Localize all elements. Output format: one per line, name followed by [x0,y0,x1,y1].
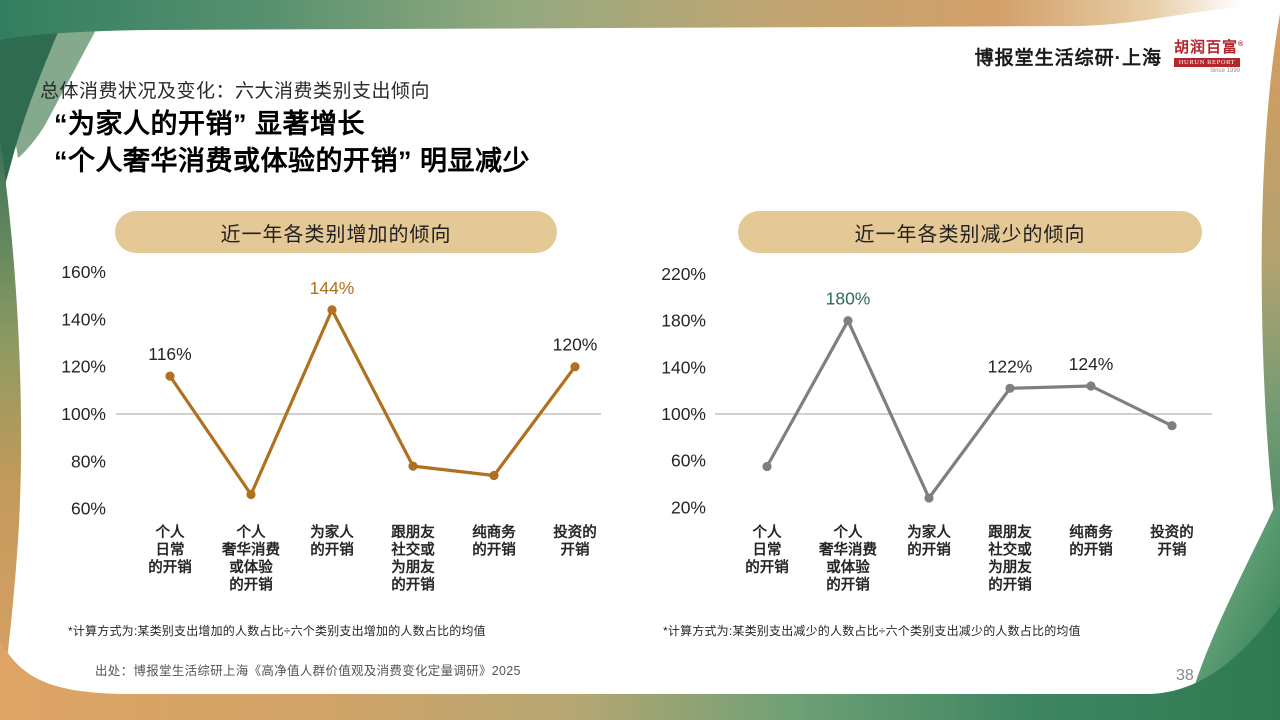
x-axis-category-label: 个人奢华消费或体验的开销 [221,524,280,594]
chart-decrease-title-pill: 近一年各类别减少的倾向 [738,211,1202,253]
data-point [1167,421,1177,431]
y-axis-tick-label: 60% [71,499,106,519]
footnote-right: *计算方式为:某类别支出减少的人数占比÷六个类别支出减少的人数占比的均值 [663,624,1081,638]
hurun-logo-name: 胡润百富 [1174,39,1239,56]
data-point [924,493,934,503]
data-point [165,371,175,381]
hurun-logo: 胡润百富® HURUN REPORT Since 1999 [1174,39,1244,74]
y-axis-tick-label: 180% [661,311,706,331]
x-axis-category-label: 投资的开销 [1150,523,1194,559]
data-point [408,461,418,471]
chart-increase: 160% 140% 120% 100% 80% 60% 116% 144% 120% 个人日常的开… [61,262,601,594]
hurun-logo-bar: HURUN REPORT [1174,57,1240,67]
y-axis-tick-label: 220% [661,264,706,284]
x-axis-category-label: 个人日常的开销 [148,524,192,576]
y-axis-tick-label: 120% [61,357,106,377]
data-point-label: 120% [553,335,598,355]
y-axis-tick-label: 60% [671,451,706,471]
chart-decrease: 220% 180% 140% 100% 60% 20% 180% 122% 124% 个人日常的开… [661,264,1212,594]
y-axis-tick-label: 80% [71,451,106,471]
hurun-logo-title: 胡润百富® [1174,39,1244,57]
data-point [570,362,580,372]
page-title-line2: “个人奢华消费或体验的开销” 明显减少 [54,146,531,176]
data-point-label: 144% [310,278,355,298]
page-number: 38 [1176,667,1194,684]
data-point [762,461,772,472]
x-axis-category-label: 为家人的开销 [907,523,951,559]
footnote-left: *计算方式为:某类别支出增加的人数占比÷六个类别支出增加的人数占比的均值 [68,624,486,638]
x-axis-category-label: 为家人的开销 [310,523,354,559]
series-line [168,308,577,497]
data-point [843,316,853,326]
data-point-label: 124% [1069,354,1114,374]
x-axis-category-label: 个人日常的开销 [745,524,789,576]
x-axis-category-label: 跟朋友社交或为朋友的开销 [987,523,1032,594]
brand-text: 博报堂生活综研·上海 [974,48,1162,70]
y-axis-tick-label: 100% [61,404,106,424]
series-line [765,319,1174,500]
data-point [246,489,256,500]
x-axis-category-label: 纯商务的开销 [472,523,516,559]
data-point [489,470,499,481]
data-point [1086,381,1096,391]
y-axis-tick-label: 140% [61,309,106,329]
y-axis-tick-label: 20% [671,497,706,517]
data-point-label: 116% [148,344,191,364]
registered-mark-icon: ® [1238,41,1244,48]
x-axis-category-label: 个人奢华消费或体验的开销 [818,524,877,594]
x-axis-category-label: 纯商务的开销 [1069,523,1113,559]
y-axis-tick-label: 140% [661,357,706,377]
kicker-text: 总体消费状况及变化：六大消费类别支出倾向 [40,81,431,102]
hurun-logo-since: Since 1999 [1209,67,1240,74]
x-axis-category-label: 投资的开销 [553,523,597,559]
data-point [327,305,337,315]
x-axis-category-label: 跟朋友社交或为朋友的开销 [390,523,435,594]
page-title-line1: “为家人的开销” 显著增长 [54,109,366,139]
data-point-label: 122% [988,356,1033,376]
y-axis-tick-label: 160% [61,262,106,282]
y-axis-tick-label: 100% [661,404,706,424]
data-point [1005,383,1015,393]
source-text: 出处：博报堂生活综研上海《高净值人群价值观及消费变化定量调研》2025 [95,664,521,678]
data-point-label: 180% [826,289,871,309]
chart-increase-title-pill: 近一年各类别增加的倾向 [115,211,557,253]
header-brand-row: 博报堂生活综研·上海 胡润百富® HURUN REPORT Since 1999 [974,39,1244,74]
